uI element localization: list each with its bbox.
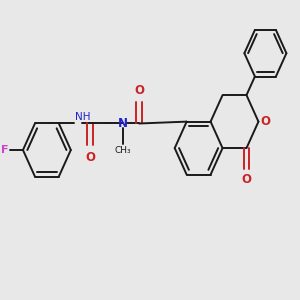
Text: O: O bbox=[260, 115, 270, 128]
Text: O: O bbox=[242, 173, 251, 186]
Text: O: O bbox=[85, 151, 95, 164]
Text: F: F bbox=[1, 145, 8, 155]
Text: N: N bbox=[118, 117, 128, 130]
Text: NH: NH bbox=[75, 112, 90, 122]
Text: O: O bbox=[134, 84, 144, 98]
Text: CH₃: CH₃ bbox=[115, 146, 131, 154]
